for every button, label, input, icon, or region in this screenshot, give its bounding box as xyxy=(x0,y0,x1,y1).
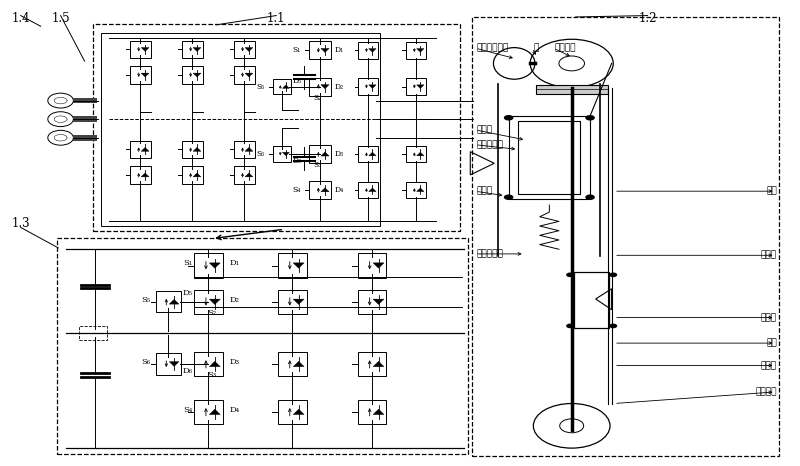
Polygon shape xyxy=(210,361,220,367)
Polygon shape xyxy=(373,409,384,415)
Circle shape xyxy=(504,115,514,121)
Text: 电梯箱框架: 电梯箱框架 xyxy=(477,140,503,149)
Text: 1.2: 1.2 xyxy=(638,12,657,25)
Polygon shape xyxy=(210,299,220,304)
Text: 1.5: 1.5 xyxy=(51,12,70,25)
Circle shape xyxy=(566,273,574,277)
Text: 轴: 轴 xyxy=(534,44,538,53)
Polygon shape xyxy=(210,263,220,268)
Polygon shape xyxy=(369,188,376,192)
Polygon shape xyxy=(369,85,376,89)
Circle shape xyxy=(610,323,618,328)
Text: 橡胶碰振器: 橡胶碰振器 xyxy=(477,249,503,259)
Polygon shape xyxy=(245,147,253,151)
Polygon shape xyxy=(417,48,424,52)
Polygon shape xyxy=(369,48,376,52)
Polygon shape xyxy=(321,188,329,192)
Text: S₂: S₂ xyxy=(314,94,322,102)
Polygon shape xyxy=(245,73,253,77)
Polygon shape xyxy=(170,300,179,304)
Text: 1.3: 1.3 xyxy=(11,217,30,230)
Text: D₆: D₆ xyxy=(182,368,193,376)
Polygon shape xyxy=(210,409,220,415)
Text: D₄: D₄ xyxy=(229,406,239,414)
Text: 1.1: 1.1 xyxy=(267,12,286,25)
Text: D₃: D₃ xyxy=(229,358,239,366)
Text: S₃: S₃ xyxy=(207,371,216,379)
Text: D₁: D₁ xyxy=(335,47,344,55)
Polygon shape xyxy=(193,173,201,177)
Circle shape xyxy=(586,115,595,121)
Text: S₂: S₂ xyxy=(207,309,216,317)
Text: S₃: S₃ xyxy=(314,161,322,169)
Polygon shape xyxy=(369,152,376,156)
Circle shape xyxy=(586,194,595,200)
Polygon shape xyxy=(417,85,424,89)
Circle shape xyxy=(504,194,514,200)
Polygon shape xyxy=(170,362,179,366)
Text: 永磁同步电机: 永磁同步电机 xyxy=(477,44,509,53)
Polygon shape xyxy=(193,147,201,151)
Circle shape xyxy=(610,273,618,277)
Text: D₃: D₃ xyxy=(335,150,344,158)
Polygon shape xyxy=(293,361,304,367)
Text: D₅: D₅ xyxy=(182,289,193,297)
Text: D₅: D₅ xyxy=(293,76,302,85)
Polygon shape xyxy=(536,85,608,94)
Polygon shape xyxy=(293,263,304,268)
Polygon shape xyxy=(74,135,98,141)
Polygon shape xyxy=(373,263,384,268)
Polygon shape xyxy=(74,116,98,122)
Polygon shape xyxy=(193,48,201,51)
Polygon shape xyxy=(141,147,149,151)
Circle shape xyxy=(566,323,574,328)
Text: 导向报: 导向报 xyxy=(477,187,493,196)
Text: 补偿绳: 补偿绳 xyxy=(761,361,777,370)
Polygon shape xyxy=(373,299,384,304)
Text: 主绳: 主绳 xyxy=(766,187,777,196)
Polygon shape xyxy=(141,73,149,77)
Polygon shape xyxy=(141,173,149,177)
Text: 牛引索: 牛引索 xyxy=(761,251,777,260)
Polygon shape xyxy=(321,85,329,89)
Polygon shape xyxy=(293,299,304,304)
Text: S₆: S₆ xyxy=(256,150,264,158)
Polygon shape xyxy=(417,152,424,156)
Polygon shape xyxy=(321,48,329,52)
Polygon shape xyxy=(282,152,290,156)
Text: S₅: S₅ xyxy=(256,82,264,91)
Text: 1.4: 1.4 xyxy=(11,12,30,25)
Text: D₄: D₄ xyxy=(335,186,344,194)
Polygon shape xyxy=(373,361,384,367)
Polygon shape xyxy=(245,173,253,177)
Text: D₁: D₁ xyxy=(229,259,239,267)
Polygon shape xyxy=(417,188,424,192)
Text: 导向绳: 导向绳 xyxy=(761,313,777,322)
Polygon shape xyxy=(321,152,329,156)
Polygon shape xyxy=(141,48,149,51)
Text: S₅: S₅ xyxy=(142,296,151,304)
Text: S₁: S₁ xyxy=(183,259,192,267)
Text: 电梯箱: 电梯箱 xyxy=(477,125,493,134)
Text: S₁: S₁ xyxy=(293,47,301,55)
Text: 补偿滑轮: 补偿滑轮 xyxy=(755,387,777,397)
Text: D₂: D₂ xyxy=(335,82,344,91)
Text: D₂: D₂ xyxy=(229,296,239,304)
Polygon shape xyxy=(193,73,201,77)
Polygon shape xyxy=(245,48,253,51)
Text: S₄: S₄ xyxy=(183,406,192,414)
Polygon shape xyxy=(293,409,304,415)
Text: D₆: D₆ xyxy=(293,157,302,165)
Text: S₆: S₆ xyxy=(142,358,151,366)
Polygon shape xyxy=(282,85,290,89)
Polygon shape xyxy=(74,98,98,103)
Text: S₄: S₄ xyxy=(293,186,301,194)
Text: 称锤: 称锤 xyxy=(766,339,777,348)
Text: 驱动滑轮: 驱动滑轮 xyxy=(555,44,577,53)
